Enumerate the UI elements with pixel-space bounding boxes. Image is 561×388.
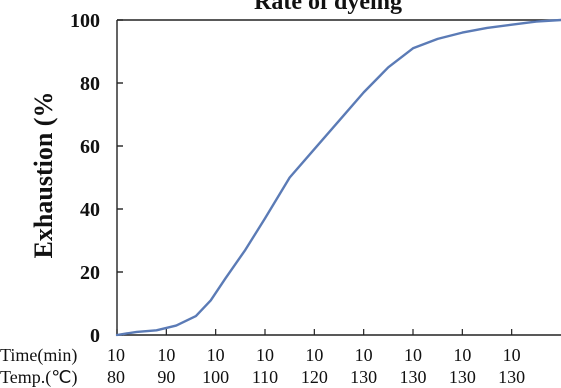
temp-tick-label: 100 — [202, 367, 229, 387]
temp-tick-label: 110 — [252, 367, 278, 387]
time-tick-label: 10 — [355, 345, 373, 365]
time-tick-label: 10 — [256, 345, 274, 365]
y-tick-label: 60 — [80, 136, 100, 158]
temp-tick-label: 130 — [400, 367, 427, 387]
y-tick-label: 80 — [80, 73, 100, 95]
time-tick-label: 10 — [453, 345, 471, 365]
time-tick-label: 10 — [404, 345, 422, 365]
temp-row-label: Temp.(℃) — [0, 367, 77, 388]
y-tick-label: 100 — [70, 10, 100, 32]
chart-title: Rate of dyeing — [254, 0, 402, 15]
y-tick-label: 20 — [80, 262, 100, 284]
y-axis-label: Exhaustion (% — [29, 92, 58, 259]
y-tick-label: 0 — [90, 325, 100, 347]
x-ticks-layer: Time(min) 10 10 10 10 10 10 10 10 10 Temp.(℃) 80 90 1… — [0, 329, 525, 388]
temp-tick-label: 80 — [107, 367, 125, 387]
time-tick-label: 10 — [207, 345, 225, 365]
temp-tick-label: 130 — [498, 367, 525, 387]
y-tick-label: 40 — [80, 199, 100, 221]
temp-tick-label: 130 — [449, 367, 476, 387]
series-layer — [115, 18, 561, 337]
time-tick-label: 10 — [503, 345, 521, 365]
temp-tick-label: 120 — [301, 367, 328, 387]
y-ticks-layer: 0 20 40 60 80 100 — [70, 10, 123, 347]
time-row-label: Time(min) — [0, 345, 77, 366]
time-tick-label: 10 — [157, 345, 175, 365]
time-tick-label: 10 — [305, 345, 323, 365]
time-tick-label: 10 — [107, 345, 125, 365]
temp-tick-label: 90 — [157, 367, 175, 387]
temp-tick-label: 130 — [350, 367, 377, 387]
exhaustion-series-line — [115, 18, 561, 337]
